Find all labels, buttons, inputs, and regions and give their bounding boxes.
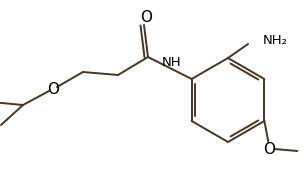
Text: O: O	[263, 142, 275, 156]
Text: NH: NH	[162, 56, 182, 68]
Text: O: O	[140, 9, 152, 25]
Text: NH₂: NH₂	[263, 33, 288, 46]
Text: O: O	[47, 81, 59, 97]
